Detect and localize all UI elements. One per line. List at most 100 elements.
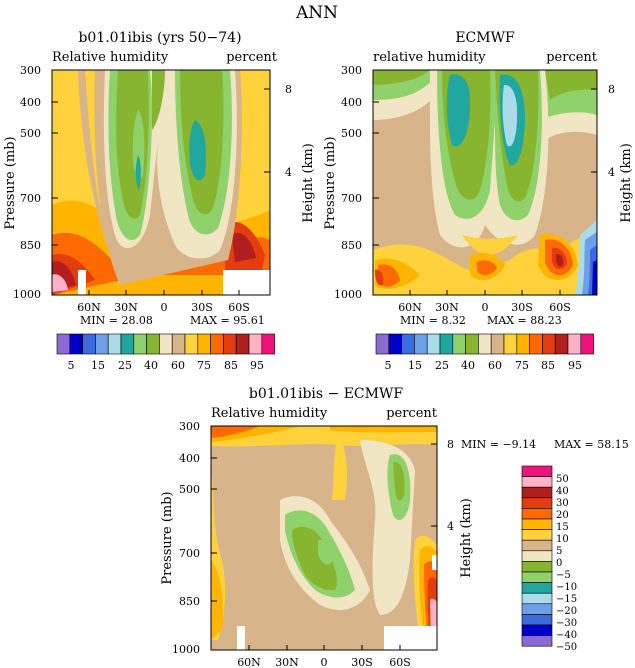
min-value: MIN = 28.08	[80, 314, 153, 327]
colorbar-swatch	[521, 624, 553, 636]
x-tick-label: 30N	[114, 301, 138, 314]
colorbar-label: 40	[461, 359, 475, 372]
colorbar-swatch	[426, 333, 441, 355]
colorbar-labels: 50 40 30 20 15 10 5 0 −5 −10 −15 −20 −30…	[556, 474, 577, 653]
x-tick-label: 30N	[435, 301, 459, 314]
x-tick-label: 60S	[389, 656, 411, 668]
y-tick-label: 700	[20, 192, 41, 205]
colorbar-label: 25	[435, 359, 449, 372]
y-axis-label: Pressure (mb)	[160, 491, 175, 584]
colorbar-label: 10	[556, 534, 569, 545]
y-tick-label: 500	[179, 483, 200, 496]
min-value: MIN = −9.14	[461, 438, 536, 451]
colorbar-swatch	[567, 333, 582, 355]
colorbar-swatch	[521, 571, 553, 583]
x-tick-label: 30N	[275, 656, 299, 668]
y-axis-pressure: Pressure (mb) 300 400 500 700 850 1000	[160, 420, 217, 656]
y-tick-label: 1000	[13, 288, 41, 301]
x-tick-label: 0	[321, 656, 328, 668]
y2-tick-label: 4	[285, 166, 292, 179]
min-value: MIN = 8.32	[400, 314, 466, 327]
y2-tick-label: 4	[447, 520, 454, 533]
colorbar	[375, 333, 594, 355]
x-tick-label: 30S	[351, 656, 373, 668]
colorbar-swatch	[521, 603, 553, 615]
y-tick-label: 1000	[334, 288, 362, 301]
colorbar-label: 50	[556, 474, 569, 485]
x-tick-label: 30S	[191, 301, 213, 314]
contour-plot-area	[372, 69, 598, 296]
colorbar-swatch	[235, 333, 250, 355]
colorbar-swatch	[580, 333, 594, 355]
y-tick-label: 700	[179, 547, 200, 560]
colorbar-swatch	[521, 592, 553, 605]
y-axis-pressure: Pressure (mb) 300 400 500 700 850 1000	[3, 64, 58, 301]
colorbar-label: −15	[556, 594, 577, 605]
colorbar-label: 20	[556, 510, 569, 521]
colorbar-swatch	[210, 333, 224, 355]
colorbar-label: −30	[556, 618, 577, 629]
colorbar-swatch	[401, 333, 415, 355]
colorbar-label: 60	[171, 359, 185, 372]
colorbar-swatch	[414, 333, 428, 355]
y-axis-pressure: Pressure (mb) 300 400 500 700 850 1000	[323, 64, 379, 301]
colorbar-swatch	[223, 333, 237, 355]
colorbar-label: 75	[197, 359, 211, 372]
colorbar-swatch	[521, 508, 553, 520]
panel-ecmwf: ECMWF relative humidity percent	[323, 30, 634, 372]
y2-axis-height: Height (km) 8 4	[264, 83, 316, 223]
y-tick-label: 400	[179, 452, 200, 465]
y2-tick-label: 8	[447, 438, 454, 451]
panel-model: b01.01ibis (yrs 50−74) Relative humidity…	[3, 30, 316, 372]
colorbar-vertical	[521, 465, 553, 647]
colorbar-swatch	[521, 476, 553, 488]
colorbar-label: 95	[250, 359, 264, 372]
colorbar-swatch	[107, 333, 122, 355]
colorbar-swatch	[521, 550, 553, 562]
y2-tick-label: 4	[608, 166, 615, 179]
figure-title: ANN	[295, 3, 338, 23]
colorbar-label: 30	[556, 498, 569, 509]
colorbar-labels: 5 15 25 40 60 75 85 95	[68, 359, 265, 372]
y-tick-label: 400	[341, 96, 362, 109]
colorbar-swatch	[521, 497, 553, 509]
colorbar-label: −20	[556, 606, 577, 617]
panel-subtitle-left: Relative humidity	[211, 406, 328, 421]
colorbar-swatch	[375, 333, 390, 355]
colorbar-swatch	[521, 561, 553, 573]
y-axis-label: Pressure (mb)	[3, 136, 18, 229]
colorbar-label: 40	[556, 486, 569, 497]
panel-difference: b01.01ibis − ECMWF Relative humidity per…	[160, 386, 629, 668]
colorbar-swatch	[146, 333, 160, 355]
x-tick-label: 60S	[549, 301, 571, 314]
colorbar-swatch	[521, 529, 553, 541]
colorbar-swatch	[388, 333, 402, 355]
x-axis-latitude: 60N 30N 0 30S 60S	[237, 645, 411, 668]
x-tick-label: 30S	[511, 301, 533, 314]
colorbar-label: −50	[556, 642, 577, 653]
colorbar-label: 25	[118, 359, 132, 372]
colorbar-label: 5	[385, 359, 392, 372]
colorbar-labels: 5 15 25 40 60 75 85 95	[385, 359, 583, 372]
x-tick-label: 60S	[228, 301, 250, 314]
colorbar-swatch	[184, 333, 199, 355]
y2-axis-label: Height (km)	[459, 498, 474, 578]
panel-subtitle-left: relative humidity	[373, 50, 486, 65]
colorbar-swatch	[69, 333, 83, 355]
panel-title: b01.01ibis (yrs 50−74)	[78, 30, 241, 46]
colorbar-label: 60	[488, 359, 502, 372]
colorbar-swatch	[521, 582, 553, 594]
contour-plot-area	[210, 425, 438, 651]
y-tick-label: 300	[20, 64, 41, 77]
x-tick-label: 0	[482, 301, 489, 314]
colorbar-label: 5	[68, 359, 75, 372]
colorbar-label: 95	[568, 359, 582, 372]
colorbar-label: −5	[556, 570, 571, 581]
y2-tick-label: 8	[608, 83, 615, 96]
colorbar-swatch	[261, 333, 275, 355]
colorbar-label: 0	[556, 558, 562, 569]
colorbar-swatch	[529, 333, 543, 355]
colorbar-swatch	[521, 539, 553, 552]
colorbar-swatch	[439, 333, 454, 355]
x-tick-label: 60N	[77, 301, 101, 314]
